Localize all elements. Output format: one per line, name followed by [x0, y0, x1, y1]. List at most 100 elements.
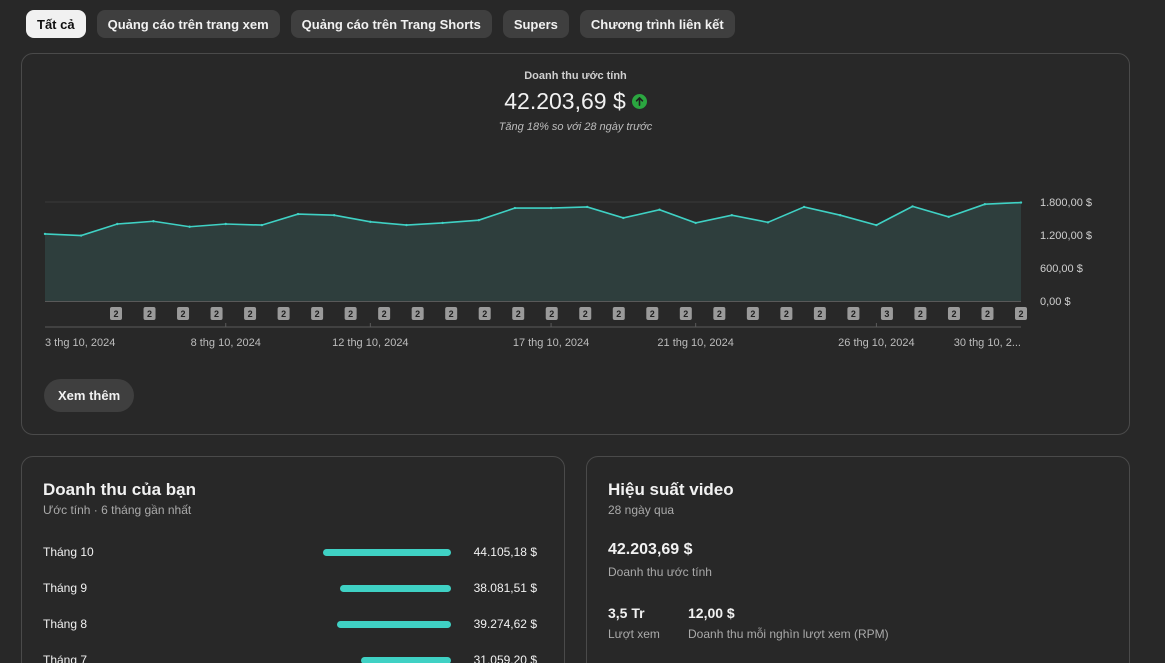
upload-marker-count: 2: [415, 309, 420, 319]
revenue-card-title: Doanh thu của bạn: [43, 480, 196, 499]
revenue-area: [45, 202, 1021, 301]
arrow-up-circle-icon: [631, 94, 647, 109]
y-tick-label: 1.200,00 $: [1040, 230, 1092, 242]
upload-marker-count: 2: [482, 309, 487, 319]
revenue-amount: 44.105,18 $: [473, 545, 537, 559]
data-point: [477, 218, 480, 222]
revenue-amount: 31.059,20 $: [473, 653, 537, 663]
revenue-row[interactable]: Tháng 10 44.105,18 $: [43, 543, 537, 563]
revenue-month: Tháng 7: [43, 653, 88, 663]
upload-marker: [311, 307, 324, 320]
revenue-amount: 38.081,51 $: [473, 581, 537, 595]
upload-marker-count: 2: [1018, 309, 1023, 319]
summary-comparison: Tăng 18% so với 28 ngày trước: [498, 121, 653, 133]
summary-value-row: 42.203,69 $: [22, 88, 1129, 115]
tab-shorts-feed-ads[interactable]: Quảng cáo trên Trang Shorts: [290, 10, 492, 38]
upload-marker-count: 2: [683, 309, 688, 319]
upload-marker: [177, 307, 190, 320]
revenue-month: Tháng 9: [43, 581, 88, 595]
tab-all[interactable]: Tất cả: [26, 10, 86, 38]
upload-marker: [914, 307, 927, 320]
data-point: [730, 214, 734, 217]
upload-marker-count: 2: [382, 309, 387, 319]
performance-card-subtitle: 28 ngày qua: [608, 503, 675, 517]
upload-marker-count: 2: [583, 309, 588, 319]
upload-marker-count: 2: [784, 309, 789, 319]
video-performance-card: Hiệu suất video 28 ngày qua 42.203,69 $ …: [586, 456, 1130, 663]
upload-marker-count: 2: [616, 309, 621, 319]
upload-marker: [947, 307, 960, 320]
data-point: [260, 223, 264, 227]
upload-marker-count: 2: [281, 309, 286, 319]
revenue-area-chart: 0,00 $ 600,00 $ 1.200,00 $ 1.800,00 $ 2 2 2 2 2 2…: [43, 197, 1092, 349]
upload-marker: [847, 307, 860, 320]
data-point: [332, 214, 336, 217]
data-point: [441, 221, 444, 225]
performance-revenue-value: 42.203,69 $: [608, 541, 693, 558]
revenue-bar: [360, 657, 451, 663]
views-value: 3,5 Tr: [608, 605, 645, 621]
upload-marker: [813, 307, 826, 320]
revenue-month: Tháng 10: [43, 545, 94, 559]
data-point: [839, 214, 842, 217]
data-point: [369, 220, 372, 223]
revenue-row[interactable]: Tháng 8 39.274,62 $: [43, 615, 537, 635]
upload-marker: [612, 307, 625, 320]
data-point: [152, 220, 155, 223]
revenue-bar: [323, 549, 451, 556]
performance-card-title: Hiệu suất video: [608, 480, 734, 499]
x-tick-label: 30 thg 10, 2...: [954, 337, 1021, 349]
upload-marker-count: 2: [851, 309, 856, 319]
rpm-stat: 12,00 $ Doanh thu mỗi nghìn lượt xem (RP…: [688, 605, 889, 641]
filter-tabs: Tất cả Quảng cáo trên trang xem Quảng cá…: [26, 10, 735, 38]
data-point: [549, 206, 553, 210]
upload-marker-count: 3: [884, 309, 889, 319]
upload-marker-count: 2: [181, 309, 186, 319]
upload-marker: [277, 307, 290, 320]
upload-marker: [746, 307, 759, 320]
data-point: [875, 223, 878, 227]
upload-marker-count: 2: [113, 309, 118, 319]
see-more-button[interactable]: Xem thêm: [44, 379, 135, 412]
revenue-bar: [340, 585, 451, 592]
views-label: Lượt xem: [608, 627, 660, 641]
upload-marker: [545, 307, 558, 320]
upload-marker-count: 2: [817, 309, 822, 319]
tab-affiliate-program[interactable]: Chương trình liên kết: [579, 10, 735, 38]
upload-marker-count: 2: [449, 309, 454, 319]
upload-marker: [344, 307, 357, 320]
upload-marker: [646, 307, 659, 320]
data-point: [188, 225, 191, 228]
upload-marker-count: 2: [918, 309, 923, 319]
upload-marker-count: 2: [549, 309, 554, 319]
revenue-card-subtitle: Ước tính · 6 tháng gần nhất: [43, 503, 192, 517]
upload-marker-count: 2: [516, 309, 521, 319]
tab-watch-page-ads[interactable]: Quảng cáo trên trang xem: [96, 10, 280, 38]
data-point: [43, 232, 47, 236]
upload-marker: [110, 307, 122, 320]
revenue-row[interactable]: Tháng 7 31.059,20 $: [43, 651, 537, 663]
revenue-row[interactable]: Tháng 9 38.081,51 $: [43, 579, 537, 599]
upload-marker: [378, 307, 391, 320]
upload-marker-count: 2: [348, 309, 353, 319]
upload-marker-count: 2: [951, 309, 956, 319]
performance-revenue-label: Doanh thu ước tính: [608, 565, 712, 579]
upload-marker-count: 2: [147, 309, 152, 319]
upload-marker: [478, 307, 491, 320]
upload-marker: [780, 307, 793, 320]
upload-marker: [512, 307, 525, 320]
data-point: [513, 206, 517, 210]
upload-marker-count: 2: [717, 309, 722, 319]
upload-marker: [981, 307, 994, 320]
data-point: [947, 215, 950, 219]
data-point: [694, 221, 697, 225]
tab-supers[interactable]: Supers: [502, 10, 569, 38]
revenue-month: Tháng 8: [43, 617, 88, 631]
data-point: [405, 223, 408, 227]
upload-marker: [679, 307, 692, 320]
rpm-value: 12,00 $: [688, 605, 735, 621]
x-tick-label: 26 thg 10, 2024: [838, 337, 914, 349]
upload-marker: [880, 307, 893, 320]
data-point: [1019, 201, 1023, 204]
revenue-line: [44, 201, 1022, 237]
